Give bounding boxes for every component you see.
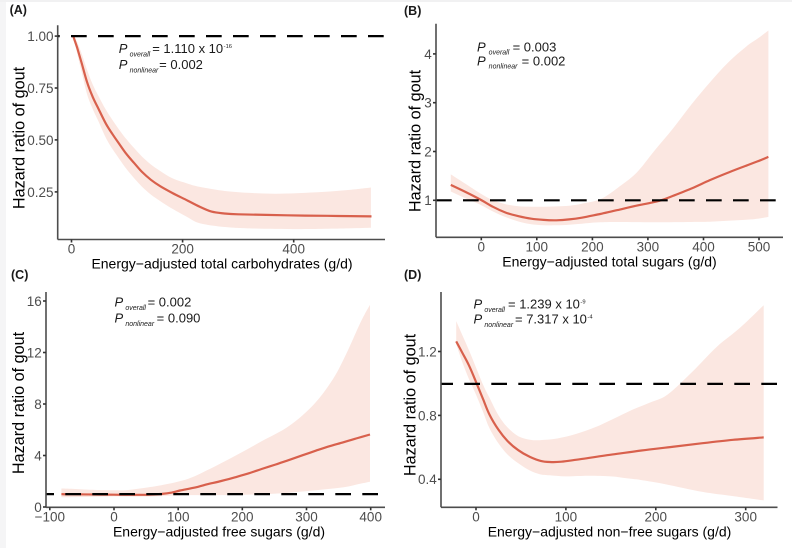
svg-text:Hazard ratio of gout: Hazard ratio of gout bbox=[406, 69, 424, 212]
svg-text:0.4: 0.4 bbox=[418, 472, 437, 487]
svg-text:500: 500 bbox=[748, 240, 771, 255]
svg-text:1.2: 1.2 bbox=[418, 344, 437, 359]
svg-text:200: 200 bbox=[231, 510, 254, 525]
svg-text:0: 0 bbox=[478, 240, 486, 255]
svg-text:12: 12 bbox=[27, 345, 42, 360]
svg-text:2: 2 bbox=[424, 144, 432, 159]
svg-text:8: 8 bbox=[34, 397, 42, 412]
svg-text:Hazard ratio of gout: Hazard ratio of gout bbox=[10, 66, 28, 209]
svg-text:Energy−adjusted free sugars (g: Energy−adjusted free sugars (g/d) bbox=[113, 524, 325, 540]
svg-text:(D): (D) bbox=[404, 268, 421, 282]
svg-text:200: 200 bbox=[581, 240, 604, 255]
svg-text:Energy−adjusted total carbohyd: Energy−adjusted total carbohydrates (g/d… bbox=[91, 256, 352, 272]
svg-text:3: 3 bbox=[424, 96, 432, 111]
svg-text:300: 300 bbox=[734, 510, 757, 525]
svg-text:(A): (A) bbox=[10, 3, 27, 17]
svg-text:0.25: 0.25 bbox=[27, 185, 53, 200]
svg-text:1.00: 1.00 bbox=[27, 29, 53, 44]
svg-text:100: 100 bbox=[167, 510, 190, 525]
svg-text:200: 200 bbox=[645, 510, 668, 525]
svg-text:(B): (B) bbox=[404, 4, 421, 18]
svg-text:Energy−adjusted total sugars (: Energy−adjusted total sugars (g/d) bbox=[502, 254, 716, 270]
svg-text:0.75: 0.75 bbox=[27, 81, 53, 96]
svg-text:300: 300 bbox=[295, 510, 318, 525]
svg-text:400: 400 bbox=[282, 242, 305, 257]
svg-text:0: 0 bbox=[34, 500, 42, 515]
svg-text:0: 0 bbox=[110, 510, 118, 525]
svg-text:Hazard ratio of gout: Hazard ratio of gout bbox=[402, 333, 420, 476]
svg-text:Energy−adjusted non−free sugar: Energy−adjusted non−free sugars (g/d) bbox=[488, 524, 732, 540]
svg-text:0.8: 0.8 bbox=[418, 408, 437, 423]
svg-text:200: 200 bbox=[171, 242, 194, 257]
svg-text:4: 4 bbox=[424, 47, 432, 62]
svg-text:100: 100 bbox=[555, 510, 578, 525]
svg-text:16: 16 bbox=[27, 294, 42, 309]
svg-text:1: 1 bbox=[424, 193, 432, 208]
svg-text:300: 300 bbox=[637, 240, 660, 255]
svg-text:−100: −100 bbox=[35, 510, 65, 525]
svg-text:Hazard ratio of gout: Hazard ratio of gout bbox=[10, 331, 28, 474]
svg-text:4: 4 bbox=[34, 448, 42, 463]
svg-text:0.50: 0.50 bbox=[27, 133, 53, 148]
svg-text:100: 100 bbox=[526, 240, 549, 255]
svg-text:400: 400 bbox=[359, 510, 382, 525]
svg-text:0: 0 bbox=[68, 242, 76, 257]
svg-text:400: 400 bbox=[692, 240, 715, 255]
svg-text:(C): (C) bbox=[11, 268, 28, 282]
svg-text:0: 0 bbox=[472, 510, 480, 525]
